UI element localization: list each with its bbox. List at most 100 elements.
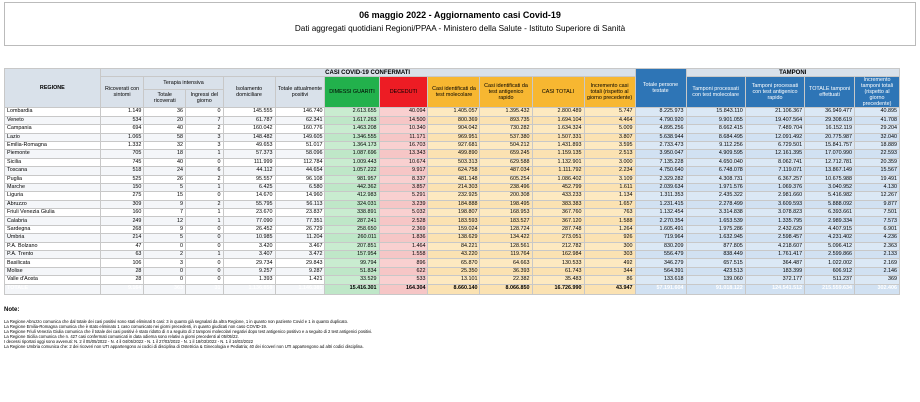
region-cell: Umbria xyxy=(4,233,101,243)
value-cell: 200.308 xyxy=(479,191,533,201)
value-cell: 2.733.473 xyxy=(634,140,687,151)
value-cell: 15 xyxy=(143,191,187,201)
value-cell: 1.311.353 xyxy=(634,191,687,201)
value-cell: 504.212 xyxy=(479,140,533,151)
value-cell: 32.040 xyxy=(854,132,900,142)
value-cell: 5.032 xyxy=(378,208,429,218)
region-cell: Liguria xyxy=(4,191,101,201)
table-row: Umbria 214 5 0 10.985 11.204 260.011 1.836 138.6… xyxy=(4,233,900,243)
region-cell: Sardegna xyxy=(4,224,101,235)
value-cell: 33.529 xyxy=(324,275,380,285)
report-title: 06 maggio 2022 - Aggiornamento casi Covi… xyxy=(359,10,561,20)
value-cell: 1.393 xyxy=(222,275,276,285)
header-deceduti: DECEDUTI xyxy=(378,76,429,109)
table-row: Lazio 1.065 58 3 148.482 149.605 1.346.555 11.1… xyxy=(4,132,900,142)
notes-heading: Note: xyxy=(4,306,20,313)
value-cell: 184.888 xyxy=(427,199,481,210)
value-cell: 1.069.376 xyxy=(744,182,806,193)
value-cell: 2.599.866 xyxy=(804,250,856,260)
header-casi-test-molecolare: Casi identificati da test molecolare xyxy=(427,76,481,109)
value-cell: 43.220 xyxy=(427,250,481,260)
header-incremento-casi: Incremento casi totali (rispetto al gior… xyxy=(583,76,636,109)
value-cell: 215.559.634 xyxy=(804,283,856,295)
value-cell: 7.489.704 xyxy=(744,124,806,134)
value-cell: 149.605 xyxy=(274,132,326,142)
region-cell: Lazio xyxy=(4,132,101,142)
value-cell: 14.960 xyxy=(274,191,326,201)
value-cell: 2.613.655 xyxy=(324,107,380,117)
value-cell: 29.204 xyxy=(854,124,900,134)
value-cell: 1.231.415 xyxy=(634,199,687,210)
value-cell: 3.109 xyxy=(583,174,636,184)
value-cell: 2.278.499 xyxy=(685,199,746,210)
value-cell: 58 xyxy=(143,132,187,142)
value-cell: 0 xyxy=(143,266,187,277)
value-cell: 8.662.415 xyxy=(685,124,746,134)
value-cell: 2.146 xyxy=(854,266,900,277)
region-cell: Veneto xyxy=(4,115,101,126)
value-cell: 1.395.432 xyxy=(479,107,533,117)
value-cell: 694 xyxy=(99,124,145,134)
value-cell: 9.112.256 xyxy=(685,140,746,151)
value-cell: 6 xyxy=(185,166,224,176)
value-cell: 1.057.222 xyxy=(324,166,380,176)
table-row: P.A. Trento 63 2 1 3.407 3.472 157.954 1.558 43.… xyxy=(4,250,900,260)
value-cell: 1.086.402 xyxy=(531,174,585,184)
value-cell: 57.191.604 xyxy=(634,283,687,295)
notes-list: La Regione Abruzzo comunica che dal tota… xyxy=(4,319,916,350)
value-cell: 367.120 xyxy=(531,216,585,226)
value-cell: 159.024 xyxy=(427,224,481,235)
value-cell: 5.888.092 xyxy=(804,199,856,210)
value-cell: 1.332 xyxy=(99,140,145,151)
value-cell: 1.136.858 xyxy=(222,283,276,295)
header-region: REGIONE xyxy=(4,67,101,109)
value-cell: 9 xyxy=(143,224,187,235)
table-row: Marche 150 5 1 6.425 6.580 442.362 3.857 214.303… xyxy=(4,182,900,193)
value-cell: 2.039.634 xyxy=(634,182,687,193)
region-cell: Puglia xyxy=(4,174,101,184)
value-cell: 168.953 xyxy=(479,208,533,218)
value-cell: 28 xyxy=(99,266,145,277)
value-cell: 4.790.920 xyxy=(634,115,687,126)
value-cell: 503.313 xyxy=(427,157,481,168)
value-cell: 146.740 xyxy=(274,107,326,117)
value-cell: 2.435.322 xyxy=(685,191,746,201)
value-cell: 99.794 xyxy=(324,258,380,268)
value-cell: 212.782 xyxy=(531,241,585,252)
region-cell: Molise xyxy=(4,266,101,277)
value-cell: 9 xyxy=(143,199,187,210)
value-cell: 5.638.944 xyxy=(634,132,687,142)
value-cell: 214 xyxy=(99,233,145,243)
value-cell: 9.257 xyxy=(222,266,276,277)
value-cell: 36.949.477 xyxy=(804,107,856,117)
value-cell: 40.895 xyxy=(854,107,900,117)
value-cell: 2.800.489 xyxy=(531,107,585,117)
value-cell: 268 xyxy=(99,224,145,235)
value-cell: 9.917 xyxy=(378,166,429,176)
value-cell: 1.971.576 xyxy=(685,182,746,193)
value-cell: 29.843 xyxy=(274,258,326,268)
value-cell: 2.981.660 xyxy=(744,191,806,201)
value-cell: 0 xyxy=(185,241,224,252)
value-cell: 31 xyxy=(185,283,224,295)
value-cell: 15.841.757 xyxy=(804,140,856,151)
value-cell: 19.491 xyxy=(854,174,900,184)
value-cell: 0 xyxy=(185,258,224,268)
value-cell: 61.743 xyxy=(531,266,585,277)
value-cell: 6.393.661 xyxy=(804,208,856,218)
value-cell: 12 xyxy=(143,216,187,226)
value-cell: 51.017 xyxy=(274,140,326,151)
value-cell: 238.496 xyxy=(479,182,533,193)
value-cell: 28 xyxy=(99,275,145,285)
value-cell: 452.799 xyxy=(531,182,585,193)
value-cell: 1.364.173 xyxy=(324,140,380,151)
value-cell: 77.351 xyxy=(274,216,326,226)
value-cell: 3.807 xyxy=(583,132,636,142)
value-cell: 3.467 xyxy=(274,241,326,252)
value-cell: 2.528 xyxy=(378,216,429,226)
value-cell: 139.060 xyxy=(685,275,746,285)
value-cell: 26.452 xyxy=(222,224,276,235)
value-cell: 896 xyxy=(378,258,429,268)
value-cell: 106 xyxy=(99,258,145,268)
value-cell: 2.598.457 xyxy=(744,233,806,243)
